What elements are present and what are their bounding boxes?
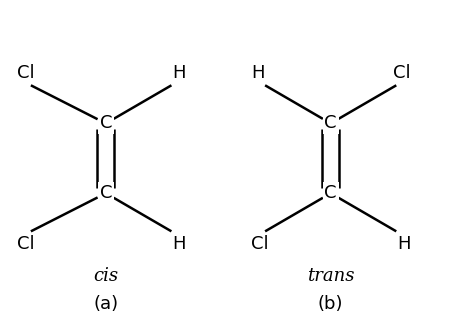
Text: Cl: Cl xyxy=(17,64,35,82)
Text: trans: trans xyxy=(307,267,355,285)
Text: (a): (a) xyxy=(93,295,118,313)
Text: Cl: Cl xyxy=(392,64,410,82)
Text: Cl: Cl xyxy=(251,235,269,253)
Text: H: H xyxy=(172,235,185,253)
Text: Cl: Cl xyxy=(17,235,35,253)
Text: H: H xyxy=(397,235,410,253)
Text: C: C xyxy=(100,184,112,202)
Text: H: H xyxy=(172,64,185,82)
Text: cis: cis xyxy=(93,267,118,285)
Text: H: H xyxy=(251,64,264,82)
Text: (b): (b) xyxy=(318,295,344,313)
Text: C: C xyxy=(324,184,337,202)
Text: C: C xyxy=(324,114,337,132)
Text: C: C xyxy=(100,114,112,132)
